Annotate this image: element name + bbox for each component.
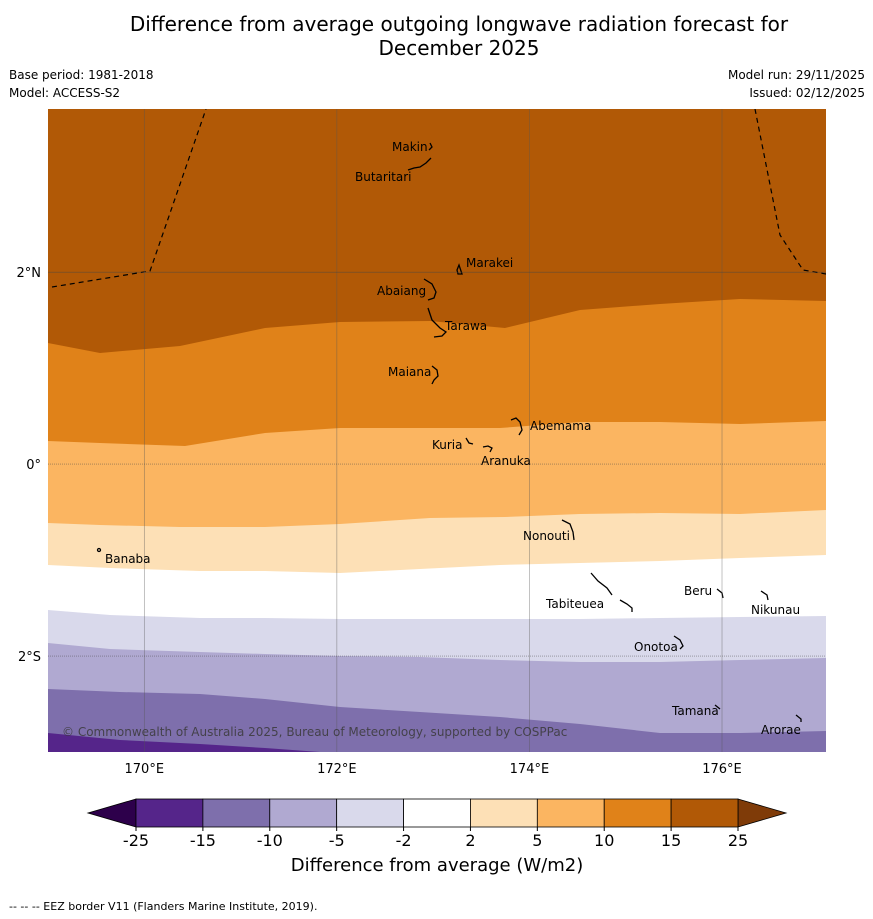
lat-tick-label: 2°N — [17, 266, 42, 281]
lon-tick-label: 170°E — [125, 762, 165, 777]
eez-footnote: -- -- -- EEZ border V11 (Flanders Marine… — [9, 900, 318, 913]
lat-tick-label: 0° — [26, 458, 41, 473]
meta-left: Base period: 1981-2018 Model: ACCESS-S2 — [9, 68, 154, 104]
colorbar-segment — [670, 798, 739, 828]
label-arorae: Arorae — [761, 723, 801, 737]
lat-tick-label: 2°S — [18, 650, 41, 665]
label-nonouti: Nonouti — [523, 529, 570, 543]
base-period: Base period: 1981-2018 — [9, 68, 154, 82]
colorbar-label: Difference from average (W/m2) — [291, 855, 583, 876]
label-abemama: Abemama — [530, 419, 591, 433]
label-beru: Beru — [684, 584, 712, 598]
colorbar-segment — [336, 798, 404, 828]
copyright-notice: © Commonwealth of Australia 2025, Bureau… — [62, 725, 567, 739]
colorbar-segment — [536, 798, 605, 828]
chart-title: Difference from average outgoing longwav… — [0, 12, 873, 60]
label-maiana: Maiana — [388, 365, 431, 379]
colorbar-tick-label: 5 — [532, 831, 542, 850]
model-run: Model run: 29/11/2025 — [727, 68, 865, 82]
colorbar-tick-label: 15 — [661, 831, 681, 850]
colorbar-tick-label: -10 — [257, 831, 283, 850]
forecast-field — [48, 109, 826, 752]
colorbar-segment — [135, 798, 204, 828]
label-makin: Makin — [392, 140, 428, 154]
lon-tick-label: 172°E — [317, 762, 357, 777]
title-line-1: Difference from average outgoing longwav… — [129, 12, 789, 36]
label-banaba: Banaba — [105, 552, 151, 566]
issued-date: Issued: 02/12/2025 — [749, 86, 865, 100]
model-name: Model: ACCESS-S2 — [9, 86, 121, 100]
label-abaiang: Abaiang — [377, 284, 426, 298]
label-marakei: Marakei — [466, 256, 513, 270]
label-butaritari: Butaritari — [355, 170, 412, 184]
colorbar-over-arrow — [737, 798, 788, 828]
colorbar-segment — [202, 798, 271, 828]
colorbar-segment — [470, 798, 538, 828]
colorbar-segment — [269, 798, 338, 828]
colorbar-tick-label: 2 — [465, 831, 475, 850]
island-labels: Makin Butaritari Marakei Abaiang Tarawa … — [105, 140, 801, 737]
label-tarawa: Tarawa — [444, 319, 487, 333]
colorbar-under-arrow — [86, 798, 137, 828]
colorbar-tick-label: -25 — [123, 831, 149, 850]
graticule — [48, 109, 826, 752]
label-onotoa: Onotoa — [634, 640, 678, 654]
label-aranuka: Aranuka — [481, 454, 531, 468]
map: 170°E 172°E 174°E 176°E 2°N 0° 2°S Makin Butar… — [17, 109, 826, 876]
colorbar: -25 -15 -10 -5 -2 2 5 10 15 25 — [86, 798, 788, 850]
colorbar-segment — [403, 798, 471, 828]
colorbar-tick-label: -5 — [329, 831, 345, 850]
band-neg25-neg15 — [48, 733, 320, 752]
lon-tick-label: 174°E — [510, 762, 550, 777]
band-neg15-neg10 — [48, 689, 826, 752]
title-line-2: December 2025 — [378, 36, 540, 60]
colorbar-segment — [603, 798, 672, 828]
label-tamana: Tamana — [671, 704, 719, 718]
colorbar-tick-label: -2 — [396, 831, 412, 850]
island-outlines — [96, 142, 802, 722]
colorbar-tick-label: 25 — [728, 831, 748, 850]
colorbar-tick-label: 10 — [594, 831, 614, 850]
label-tabiteuea: Tabiteuea — [545, 597, 604, 611]
meta-right: Model run: 29/11/2025 Issued: 02/12/2025 — [728, 68, 865, 104]
lon-tick-label: 176°E — [702, 762, 742, 777]
colorbar-tick-label: -15 — [190, 831, 216, 850]
axis-labels: 170°E 172°E 174°E 176°E 2°N 0° 2°S — [17, 266, 742, 777]
label-nikunau: Nikunau — [751, 603, 800, 617]
label-kuria: Kuria — [432, 438, 463, 452]
